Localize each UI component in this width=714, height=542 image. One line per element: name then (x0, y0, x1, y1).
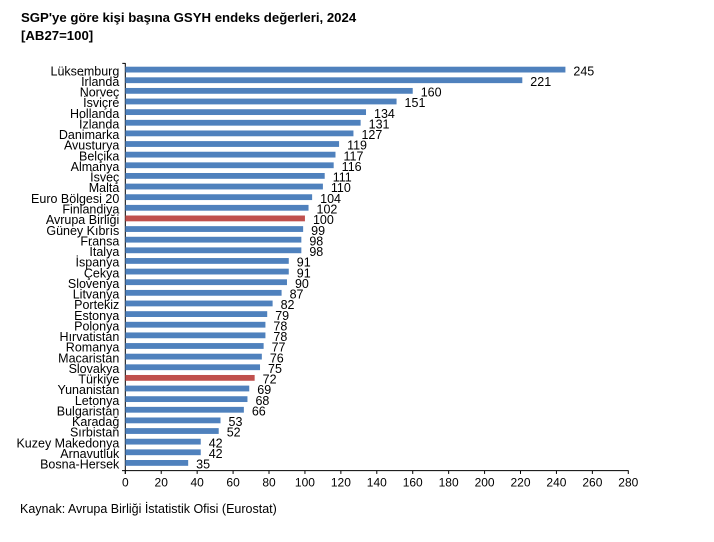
svg-text:260: 260 (582, 476, 602, 490)
svg-text:140: 140 (367, 476, 387, 490)
svg-text:35: 35 (196, 458, 210, 472)
svg-text:240: 240 (546, 476, 566, 490)
svg-text:280: 280 (618, 476, 638, 490)
svg-text:245: 245 (573, 64, 594, 78)
svg-text:20: 20 (155, 476, 169, 490)
svg-text:100: 100 (295, 476, 315, 490)
svg-text:40: 40 (190, 476, 204, 490)
svg-text:200: 200 (475, 476, 495, 490)
svg-text:160: 160 (403, 476, 423, 490)
svg-text:220: 220 (510, 476, 530, 490)
svg-text:180: 180 (439, 476, 459, 490)
svg-text:42: 42 (209, 447, 223, 461)
svg-text:66: 66 (252, 404, 266, 418)
svg-text:151: 151 (405, 96, 426, 110)
svg-text:Bosna-Hersek: Bosna-Hersek (40, 458, 120, 472)
svg-text:221: 221 (530, 75, 551, 89)
svg-text:120: 120 (331, 476, 351, 490)
svg-text:60: 60 (226, 476, 240, 490)
svg-text:98: 98 (309, 245, 323, 259)
svg-text:80: 80 (262, 476, 276, 490)
svg-text:52: 52 (227, 426, 241, 440)
svg-text:0: 0 (122, 476, 129, 490)
